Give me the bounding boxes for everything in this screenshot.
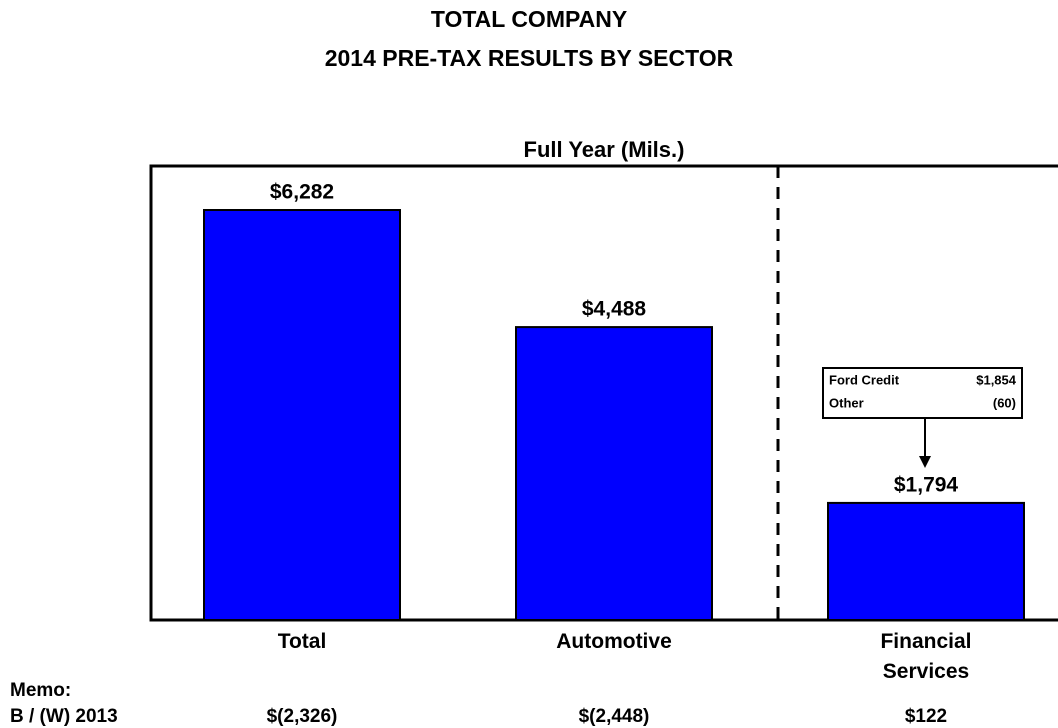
annotation-text: $1,854 <box>976 372 1017 387</box>
bar <box>203 209 401 621</box>
memo-label: B / (W) 2013 <box>10 706 118 727</box>
x-tick-label: Total <box>277 630 327 653</box>
annotation-text: Other <box>829 395 864 410</box>
annotation-text: (60) <box>993 395 1016 410</box>
memo-title: Memo: <box>10 680 71 701</box>
annotation-arrowhead <box>919 456 931 468</box>
chart-title: 2014 PRE-TAX RESULTS BY SECTOR <box>325 45 734 71</box>
x-tick-label: Financial Services <box>880 630 972 683</box>
chart-title: TOTAL COMPANY <box>431 6 627 32</box>
bar <box>515 326 713 621</box>
chart-subtitle: Full Year (Mils.) <box>524 137 685 162</box>
memo-value: $(2,326) <box>267 706 338 727</box>
bar <box>827 501 1025 621</box>
value-label: $4,488 <box>582 298 647 321</box>
memo-value: $(2,448) <box>579 706 650 727</box>
x-tick-label: Automotive <box>556 630 672 653</box>
annotation-text: Ford Credit <box>829 372 900 387</box>
memo-value: $122 <box>905 706 947 727</box>
annotation-box <box>822 367 1023 419</box>
value-label: $1,794 <box>894 473 959 496</box>
value-label: $6,282 <box>270 181 334 204</box>
